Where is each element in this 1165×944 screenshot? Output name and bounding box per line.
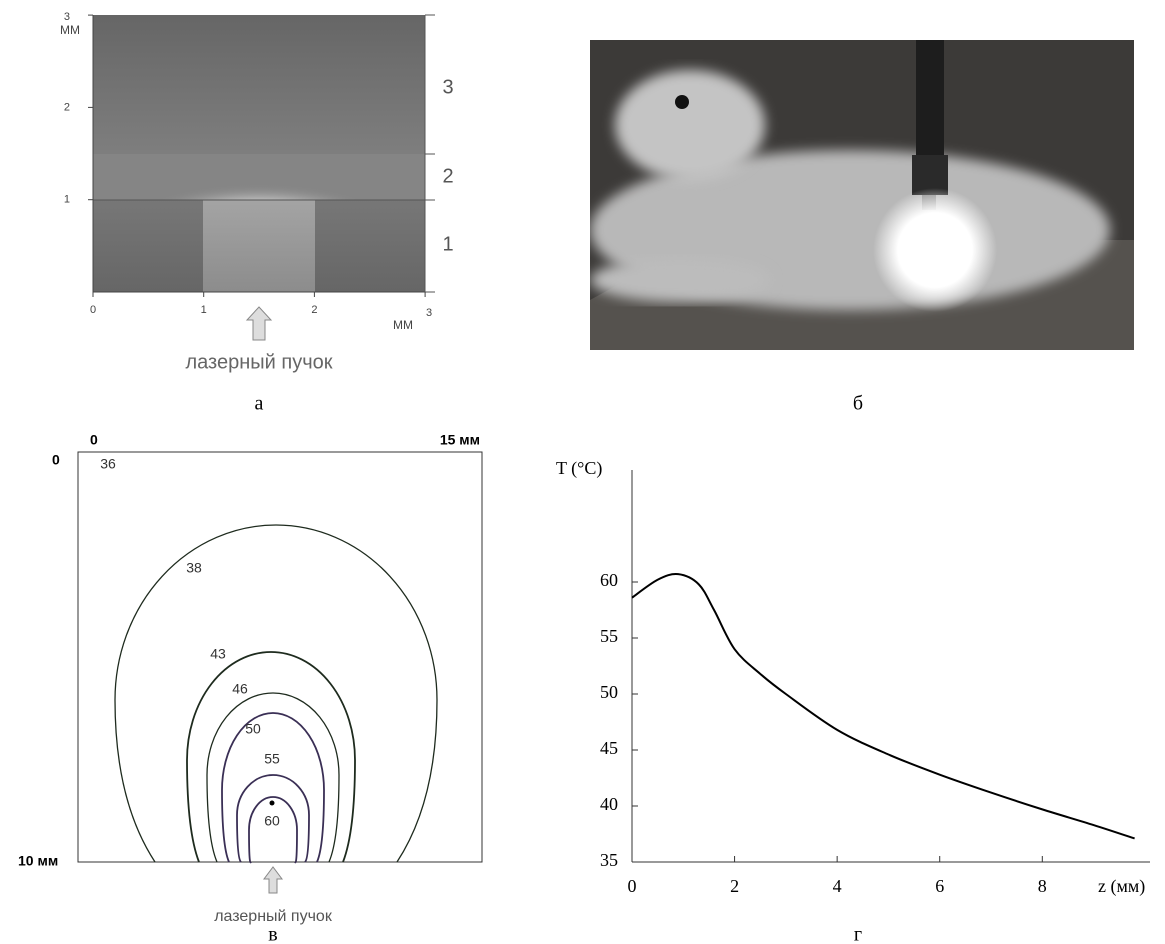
data-line (632, 574, 1135, 838)
contour-label: 60 (264, 813, 280, 829)
simulation-image (93, 15, 435, 340)
contour-label: 43 (210, 646, 226, 662)
beam-label: лазерный пучок (185, 351, 332, 373)
corner-label: 0 (90, 432, 98, 448)
x-tick-label: 3 (426, 307, 432, 319)
contour-label: 38 (186, 560, 202, 576)
x-tick-label: 4 (833, 876, 842, 896)
y-tick-label: 60 (600, 570, 618, 590)
y-tick-label: 35 (600, 850, 618, 870)
x-tick-label: 2 (311, 304, 317, 316)
y-tick-label: 55 (600, 626, 618, 646)
contour-line (207, 693, 339, 862)
corner-label: 0 (52, 452, 60, 468)
contour-line (249, 797, 297, 862)
contour-label: 55 (264, 751, 280, 767)
contour-label: 36 (100, 456, 116, 472)
beam-arrow (264, 867, 282, 893)
layer-label: 2 (442, 165, 453, 187)
y-tick-label: 3 (64, 11, 70, 23)
y-axis-label: T (°C) (556, 458, 602, 479)
y-tick-label: 50 (600, 682, 618, 702)
layer-label: 3 (442, 76, 453, 98)
caption: в (268, 924, 277, 944)
corner-label: 10 мм (18, 853, 58, 869)
x-unit: MM (393, 318, 413, 332)
corner-label: 15 мм (440, 432, 480, 448)
contour-label: 46 (232, 681, 248, 697)
y-tick-label: 40 (600, 794, 618, 814)
y-tick-label: 1 (64, 194, 70, 206)
contour-frame (78, 452, 482, 862)
y-tick-label: 45 (600, 738, 618, 758)
x-tick-label: 0 (628, 876, 637, 896)
caption: а (255, 393, 264, 415)
y-tick-label: 2 (64, 101, 70, 113)
page: MM MM лазерный пучок а б 0 0 15 мм 10 мм… (0, 0, 1165, 944)
figure: MM MM лазерный пучок а б 0 0 15 мм 10 мм… (0, 0, 1165, 944)
x-axis-label: z (мм) (1098, 876, 1145, 897)
x-tick-label: 0 (90, 304, 96, 316)
max-point (270, 801, 275, 806)
layer-label: 1 (442, 233, 453, 255)
x-tick-label: 1 (201, 304, 207, 316)
x-tick-label: 6 (935, 876, 944, 896)
caption: б (853, 393, 863, 415)
x-tick-label: 8 (1038, 876, 1047, 896)
contour-label: 50 (245, 721, 261, 737)
x-tick-label: 2 (730, 876, 739, 896)
caption: г (854, 924, 862, 944)
y-unit: MM (60, 23, 80, 37)
photo (590, 40, 1134, 350)
